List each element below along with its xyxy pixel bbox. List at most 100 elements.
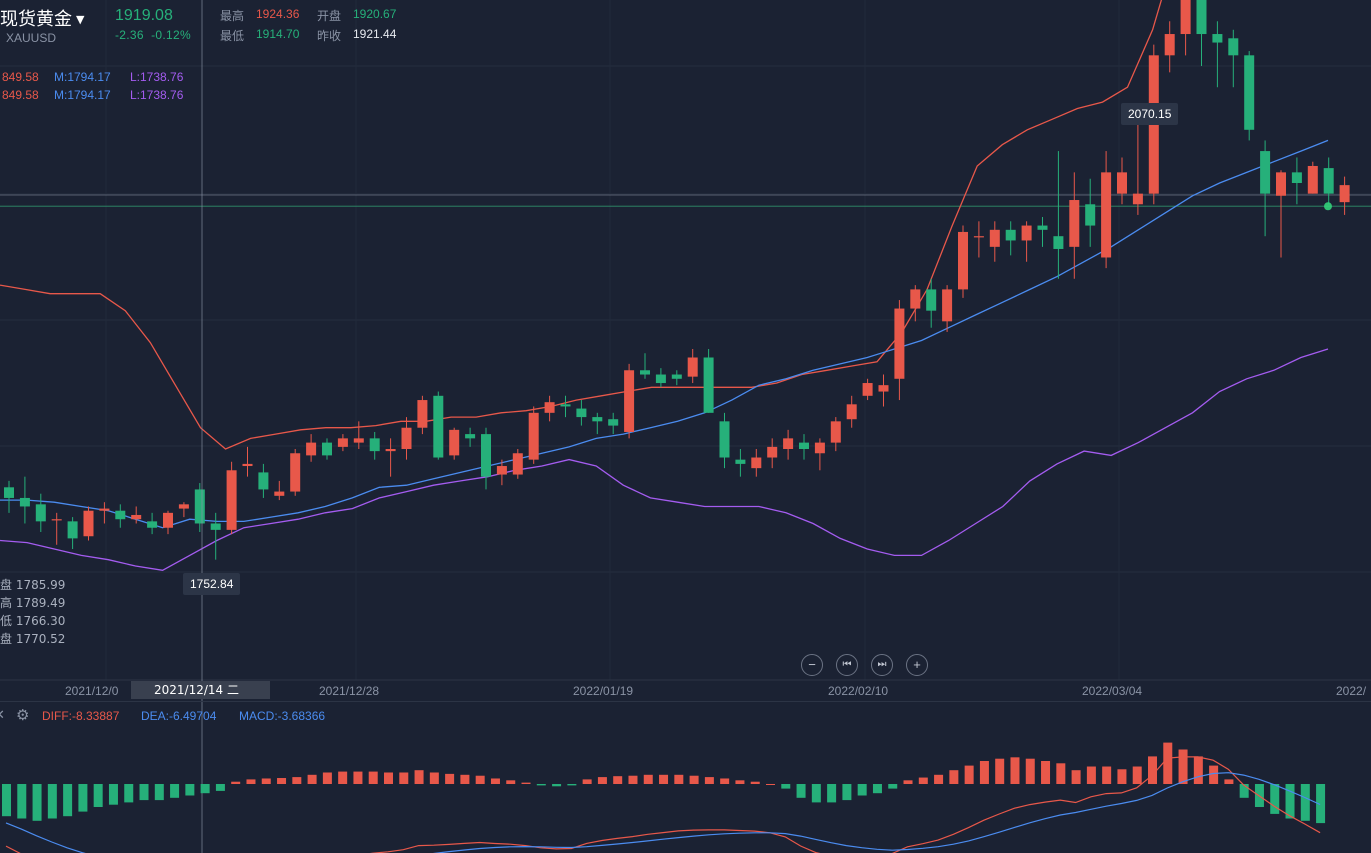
macd-bar bbox=[964, 765, 974, 784]
crosshair-high: 高 1789.49 bbox=[0, 596, 66, 610]
macd-bar bbox=[200, 784, 210, 794]
price-change: -2.36 -0.12% bbox=[115, 28, 191, 42]
candle-body bbox=[894, 308, 905, 379]
candle-body bbox=[830, 421, 841, 443]
macd-bar bbox=[307, 774, 317, 784]
macd-bar bbox=[766, 784, 775, 785]
macd-bar bbox=[322, 772, 332, 784]
macd-bar bbox=[903, 780, 913, 784]
macd-bar bbox=[750, 781, 760, 784]
crosshair-low-tag: 1752.84 bbox=[183, 573, 241, 595]
macd-bar bbox=[368, 771, 378, 784]
scroll-end-button[interactable]: ⏭ bbox=[871, 654, 893, 676]
macd-bar bbox=[521, 782, 531, 784]
macd-diff-line bbox=[5, 756, 1321, 853]
candle-body bbox=[449, 429, 460, 456]
candle-body bbox=[35, 504, 46, 522]
macd-bar bbox=[1132, 766, 1142, 784]
x-tick-label: 2021/12/0 bbox=[65, 684, 119, 698]
boll-lower-value: L:1738.76 bbox=[130, 70, 184, 84]
candle-body bbox=[163, 512, 173, 528]
macd-bar bbox=[277, 778, 287, 784]
macd-bar bbox=[995, 758, 1005, 784]
macd-bar bbox=[567, 784, 577, 786]
macd-bar bbox=[47, 784, 57, 819]
macd-bar bbox=[720, 778, 730, 784]
candle-body bbox=[83, 510, 94, 537]
candle-body bbox=[194, 489, 205, 524]
macd-bar bbox=[1056, 763, 1066, 784]
last-price: 1919.08 bbox=[115, 7, 173, 24]
candle-body bbox=[1005, 229, 1016, 241]
macd-bar bbox=[490, 778, 500, 784]
candle-body bbox=[799, 442, 809, 450]
candle-body bbox=[1132, 193, 1143, 205]
symbol-selector[interactable]: 现货黄金 ▼ bbox=[0, 5, 84, 31]
zoom-out-button[interactable]: − bbox=[801, 654, 823, 676]
candle-body bbox=[735, 459, 746, 464]
candle-body bbox=[369, 438, 380, 452]
candle-body bbox=[783, 438, 794, 450]
candle-body bbox=[322, 442, 332, 456]
candle-body bbox=[989, 229, 1000, 247]
candle-body bbox=[496, 466, 507, 475]
macd-bar bbox=[628, 775, 638, 784]
macd-bar bbox=[338, 771, 348, 784]
macd-bar bbox=[674, 774, 684, 784]
macd-bar bbox=[399, 772, 409, 784]
candle-body bbox=[401, 427, 412, 450]
candle-body bbox=[640, 370, 650, 375]
macd-bar bbox=[613, 776, 623, 784]
candle-body bbox=[337, 438, 348, 447]
candle-body bbox=[1164, 34, 1175, 56]
macd-bar bbox=[1239, 784, 1249, 798]
candle-body bbox=[719, 421, 730, 458]
macd-bar bbox=[872, 784, 882, 794]
candle-body bbox=[878, 385, 889, 392]
macd-bar bbox=[811, 784, 821, 803]
macd-bar bbox=[414, 770, 424, 784]
crosshair-low: 低 1766.30 bbox=[0, 614, 66, 628]
macd-bar bbox=[1316, 784, 1326, 824]
candle-body bbox=[1212, 34, 1223, 43]
candle-body bbox=[1228, 38, 1239, 56]
zoom-in-button[interactable]: + bbox=[906, 654, 928, 676]
macd-bar bbox=[827, 784, 837, 803]
macd-bar bbox=[1270, 784, 1280, 814]
low-value: 1914.70 bbox=[256, 27, 300, 41]
candle-body bbox=[115, 510, 126, 520]
macd-bar bbox=[1041, 761, 1051, 784]
x-tick-label: 2022/02/10 bbox=[828, 684, 889, 698]
candle-body bbox=[528, 412, 539, 460]
macd-bar bbox=[139, 784, 149, 801]
candle-body bbox=[512, 453, 523, 475]
macd-bar bbox=[1010, 757, 1020, 784]
macd-bar bbox=[32, 784, 42, 821]
chevron-down-icon: ▼ bbox=[76, 13, 85, 26]
settings-icon[interactable]: ⚙ bbox=[16, 707, 30, 724]
candle-body bbox=[1037, 225, 1048, 230]
macd-bar bbox=[170, 784, 180, 798]
macd-bar bbox=[246, 779, 256, 784]
macd-bar bbox=[17, 784, 27, 819]
candle-body bbox=[1196, 0, 1207, 35]
candle-body bbox=[608, 419, 619, 426]
macd-dea-value: DEA:-6.49704 bbox=[141, 709, 217, 723]
pane-divider[interactable] bbox=[0, 701, 1371, 702]
candle-body bbox=[1021, 225, 1032, 241]
macd-bar bbox=[1117, 769, 1127, 784]
candle-body bbox=[910, 289, 921, 309]
boll-mid-value: M:1794.17 bbox=[54, 70, 111, 84]
candle-body bbox=[290, 453, 301, 492]
collapse-icon[interactable]: ✕ bbox=[0, 707, 5, 723]
candle-body bbox=[576, 408, 587, 418]
candle-body bbox=[655, 374, 666, 384]
open-label: 开盘 bbox=[317, 9, 342, 23]
candle-body bbox=[417, 400, 428, 428]
candle-body bbox=[1117, 172, 1127, 194]
crosshair-date-tag: 2021/12/14 二 bbox=[131, 681, 270, 699]
scroll-start-button[interactable]: ⏮ bbox=[836, 654, 858, 676]
candle-body bbox=[274, 491, 285, 496]
macd-bar bbox=[261, 778, 271, 784]
